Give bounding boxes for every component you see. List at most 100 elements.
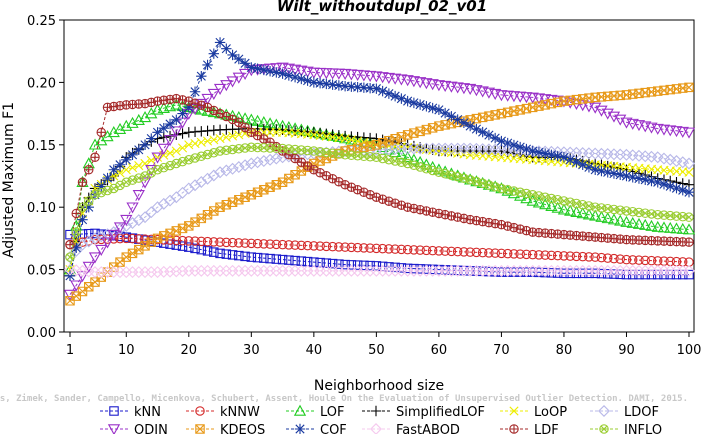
data-point xyxy=(459,213,469,224)
data-point xyxy=(433,104,445,116)
data-point xyxy=(421,245,432,256)
data-point xyxy=(96,229,107,239)
data-point xyxy=(671,183,682,194)
data-point xyxy=(277,254,288,265)
data-point xyxy=(71,208,82,219)
data-point xyxy=(157,197,170,210)
data-point xyxy=(220,164,233,177)
data-point xyxy=(527,145,538,157)
data-point xyxy=(415,264,425,274)
axes-layer: 1 10 20 30 40 50 60 70 80 90 100 0.00 0.05 0.10 0.15 0.… xyxy=(27,14,701,358)
data-point xyxy=(645,219,658,231)
data-point xyxy=(113,222,127,234)
legend-marker xyxy=(370,405,382,417)
data-point xyxy=(526,194,539,206)
data-point xyxy=(264,65,276,77)
data-point xyxy=(70,280,83,292)
x-axis-label: Neighborhood size xyxy=(314,378,444,394)
data-point xyxy=(565,154,576,165)
data-point xyxy=(684,212,694,222)
data-point xyxy=(95,230,108,243)
data-point xyxy=(509,249,519,259)
data-point xyxy=(239,58,251,69)
legend-marker xyxy=(195,424,205,434)
data-point xyxy=(133,144,144,155)
legend-item: SimplifiedLOF xyxy=(362,405,485,420)
x-tick-label: 40 xyxy=(306,343,323,358)
data-point xyxy=(259,239,269,249)
data-point xyxy=(676,222,689,234)
data-point xyxy=(202,236,213,247)
data-point xyxy=(340,242,350,252)
data-point xyxy=(121,154,132,165)
data-point xyxy=(196,236,207,247)
data-point xyxy=(171,146,181,156)
data-point xyxy=(290,170,300,180)
legend-marker xyxy=(370,423,382,434)
data-point xyxy=(521,249,532,260)
data-point xyxy=(515,249,525,259)
y-tick-label: 0.05 xyxy=(27,264,56,279)
data-point xyxy=(576,207,589,219)
data-point xyxy=(359,260,369,271)
data-point xyxy=(308,77,320,88)
data-point xyxy=(440,246,450,256)
data-point xyxy=(184,236,194,246)
data-point xyxy=(639,218,652,230)
data-point xyxy=(138,111,152,123)
data-point xyxy=(590,252,600,262)
legend-item: INFLO xyxy=(590,423,662,434)
data-point xyxy=(177,95,188,105)
data-point xyxy=(351,69,364,81)
data-point xyxy=(390,156,400,166)
data-point xyxy=(71,227,82,237)
data-point xyxy=(395,148,408,160)
data-point xyxy=(684,82,694,93)
data-point xyxy=(170,126,183,138)
data-point xyxy=(159,150,169,160)
x-tick-label: 1 xyxy=(66,343,74,358)
data-point xyxy=(171,240,182,250)
x-tick-label: 30 xyxy=(243,343,260,358)
legend-label: KDEOS xyxy=(220,423,265,434)
data-point xyxy=(77,214,88,225)
data-point xyxy=(127,233,138,244)
data-point xyxy=(615,169,626,180)
data-point xyxy=(221,237,232,248)
data-point xyxy=(132,189,145,202)
data-point xyxy=(313,67,327,80)
x-tick-label: 60 xyxy=(431,343,448,358)
data-point xyxy=(565,251,575,261)
data-point xyxy=(484,248,494,258)
data-point xyxy=(402,244,413,255)
legend-label: ODIN xyxy=(134,423,168,434)
legend-item: ODIN xyxy=(100,423,168,434)
data-point xyxy=(190,153,200,163)
data-point xyxy=(177,223,188,234)
data-point xyxy=(490,248,500,258)
data-point xyxy=(607,213,621,225)
data-point xyxy=(602,167,613,178)
data-point xyxy=(552,250,563,261)
data-point xyxy=(677,185,688,196)
data-point xyxy=(502,248,513,259)
data-point xyxy=(257,155,270,168)
data-point xyxy=(514,91,527,103)
legend-label: kNNW xyxy=(220,405,260,420)
data-point xyxy=(207,169,220,182)
data-point xyxy=(377,153,388,164)
data-point xyxy=(577,251,588,262)
data-point xyxy=(202,246,213,256)
data-point xyxy=(252,252,263,263)
data-point xyxy=(514,141,526,153)
data-point xyxy=(521,143,532,155)
legend-item: LoOP xyxy=(500,405,567,420)
data-point xyxy=(113,122,127,134)
data-point xyxy=(445,81,458,93)
legend-marker xyxy=(195,406,205,416)
y-tick-label: 0.25 xyxy=(27,14,56,29)
data-point xyxy=(182,182,195,195)
data-point xyxy=(296,240,307,251)
data-point xyxy=(277,239,288,250)
